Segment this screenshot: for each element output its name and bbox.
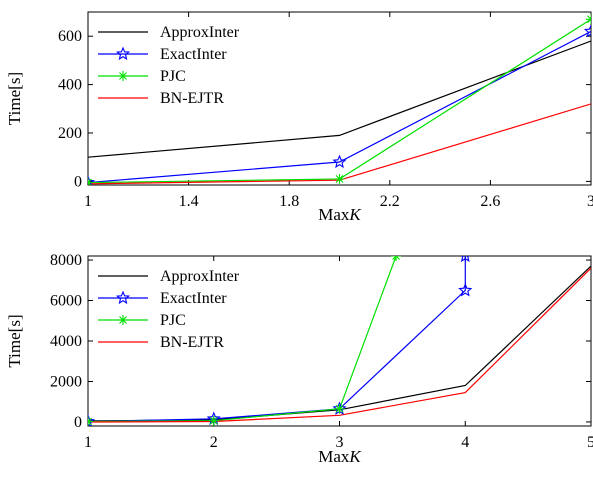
chart-panel-1: 1 1.4 1.8 2.2 2.6 3 0 200 400 600 MaxK Time[s] Appro…	[5, 11, 593, 224]
legend-label-pjc: PJC	[160, 68, 186, 85]
marker-pjc	[586, 14, 591, 25]
x-tick-label: 3	[587, 193, 593, 210]
x-tick-label: 1.4	[179, 193, 199, 210]
x-tick-label: 2.6	[480, 193, 500, 210]
marker-pjc	[334, 173, 345, 184]
asterisk-stroke	[119, 316, 127, 324]
asterisk-stroke	[209, 416, 218, 425]
x-axis-title-main: Max	[318, 205, 350, 224]
asterisk-stroke	[88, 178, 92, 184]
asterisk-stroke	[587, 15, 591, 21]
legend-label-bn-ejtr: BN-EJTR	[160, 90, 224, 107]
x-tick-label: 5	[587, 434, 593, 451]
legend-marker-pjc	[118, 315, 128, 325]
marker-pjc	[208, 415, 219, 426]
legend: ApproxInter ExactInter PJC BN-EJTR	[98, 268, 240, 351]
x-tick-label: 3	[336, 434, 344, 451]
x-axis-title-main: Max	[318, 447, 350, 466]
marker-exactinter	[88, 414, 96, 426]
x-axis-title: MaxK	[318, 447, 362, 466]
marker-pjc	[391, 256, 402, 261]
asterisk-stroke	[88, 420, 92, 426]
x-axis-title: MaxK	[318, 205, 362, 224]
marker-exactinter	[88, 175, 96, 185]
asterisk-stroke	[335, 404, 344, 413]
legend-marker-exactinter	[115, 290, 131, 305]
plot-area	[88, 14, 591, 185]
y-tick-label: 2000	[50, 373, 82, 390]
asterisk-stroke	[88, 417, 92, 423]
y-tick-label: 8000	[50, 252, 82, 269]
x-tick-label: 4	[461, 434, 469, 451]
marker-pjc	[88, 416, 93, 426]
marker-pjc	[334, 403, 345, 414]
asterisk-stroke	[392, 256, 397, 260]
x-tick-label: 1	[84, 193, 92, 210]
asterisk-stroke	[587, 18, 591, 24]
x-axis-title-variable: K	[348, 205, 362, 224]
legend-label-bn-ejtr: BN-EJTR	[160, 334, 224, 351]
plot-area	[88, 256, 591, 426]
y-tick-label: 200	[58, 125, 82, 142]
legend-label-approxinter: ApproxInter	[160, 268, 240, 285]
legend-marker-pjc	[118, 71, 128, 81]
marker-exactinter	[458, 282, 473, 297]
chart-panel-2: 1 2 3 4 5 0 2000 4000 6000 8000 MaxK Time[s] ApproxI…	[5, 252, 593, 466]
legend: ApproxInter ExactInter PJC BN-EJTR	[98, 24, 240, 107]
y-tick-label: 600	[58, 28, 82, 45]
plot-frame	[87, 11, 592, 186]
series-line-exactinter	[88, 30, 591, 184]
series-line-pjc	[88, 256, 397, 423]
marker-exactinter	[332, 154, 347, 169]
legend-label-exactinter: ExactInter	[160, 290, 227, 307]
y-tick-label: 0	[74, 414, 82, 431]
asterisk-stroke	[119, 72, 127, 80]
x-tick-label: 1	[84, 434, 92, 451]
y-tick-label: 4000	[50, 333, 82, 350]
series-line-bn-ejtr	[88, 267, 591, 423]
legend-label-pjc: PJC	[160, 312, 186, 329]
x-tick-label: 2.2	[380, 193, 400, 210]
asterisk-stroke	[335, 175, 344, 183]
y-tick-label: 0	[74, 173, 82, 190]
legend-label-exactinter: ExactInter	[160, 46, 227, 63]
y-tick-label: 400	[58, 77, 82, 94]
legend-marker-exactinter	[115, 46, 131, 61]
x-tick-label: 1.8	[279, 193, 299, 210]
x-tick-label: 2	[210, 434, 218, 451]
marker-exactinter	[460, 256, 470, 263]
y-tick-label: 6000	[50, 293, 82, 310]
legend-label-approxinter: ApproxInter	[160, 24, 240, 41]
marker-pjc	[88, 177, 93, 185]
y-axis-title: Time[s]	[5, 72, 24, 125]
marker-exactinter	[583, 23, 591, 38]
asterisk-stroke	[88, 181, 92, 185]
y-axis-title: Time[s]	[5, 314, 24, 367]
series-line-bn-ejtr	[88, 103, 591, 185]
asterisk-stroke	[395, 256, 401, 260]
x-axis-title-variable: K	[348, 447, 362, 466]
